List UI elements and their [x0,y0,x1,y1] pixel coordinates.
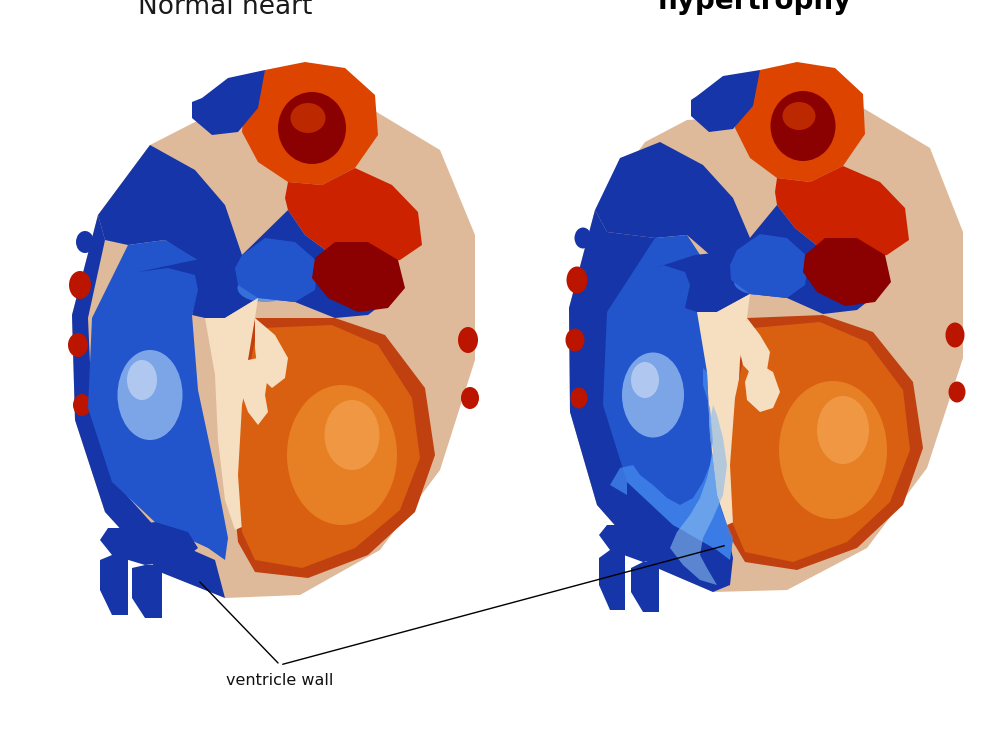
Polygon shape [138,210,390,318]
Ellipse shape [566,267,588,294]
Polygon shape [599,520,695,562]
Ellipse shape [69,271,91,299]
Polygon shape [655,205,877,314]
Polygon shape [232,318,435,578]
Polygon shape [312,242,405,312]
Ellipse shape [734,269,786,295]
Polygon shape [599,550,625,610]
Polygon shape [595,142,753,292]
Ellipse shape [290,103,326,133]
Ellipse shape [782,102,816,130]
Ellipse shape [118,350,182,440]
Polygon shape [100,555,128,615]
Ellipse shape [566,329,584,351]
Polygon shape [730,322,910,562]
Ellipse shape [631,362,659,398]
Polygon shape [745,360,780,412]
Polygon shape [569,100,963,592]
Polygon shape [610,368,733,560]
Polygon shape [723,315,923,570]
Polygon shape [72,215,225,598]
Ellipse shape [458,327,478,353]
Polygon shape [603,235,733,560]
Polygon shape [631,562,659,612]
Polygon shape [697,294,750,525]
Ellipse shape [622,353,684,437]
Ellipse shape [238,274,292,302]
Polygon shape [255,318,288,388]
Ellipse shape [278,92,346,164]
Polygon shape [285,168,422,265]
Text: Normal heart: Normal heart [138,0,312,20]
Ellipse shape [779,381,887,519]
Polygon shape [739,318,770,378]
Ellipse shape [461,387,479,409]
Ellipse shape [287,385,397,525]
Ellipse shape [770,91,836,161]
Polygon shape [192,70,265,135]
Polygon shape [803,238,891,306]
Polygon shape [238,360,268,425]
Ellipse shape [76,231,94,253]
Polygon shape [775,166,909,260]
Ellipse shape [127,360,157,400]
Polygon shape [670,405,727,585]
Polygon shape [238,325,420,568]
Polygon shape [98,145,242,300]
Ellipse shape [948,381,966,402]
Polygon shape [88,240,228,560]
Polygon shape [100,522,198,565]
Polygon shape [235,238,318,302]
Ellipse shape [817,396,869,464]
Ellipse shape [324,400,380,470]
Ellipse shape [574,227,592,249]
Polygon shape [242,62,378,185]
Ellipse shape [570,388,588,408]
Ellipse shape [68,333,88,357]
Ellipse shape [73,394,91,416]
Polygon shape [72,100,475,598]
Polygon shape [691,70,760,132]
Polygon shape [735,62,865,182]
Ellipse shape [946,322,964,348]
Text: Right Ventricular
hypertrophy: Right Ventricular hypertrophy [621,0,889,15]
Text: ventricle wall: ventricle wall [226,673,334,688]
Polygon shape [730,234,809,298]
Polygon shape [205,298,258,530]
Polygon shape [132,565,162,618]
Polygon shape [569,210,733,592]
Polygon shape [245,358,268,402]
